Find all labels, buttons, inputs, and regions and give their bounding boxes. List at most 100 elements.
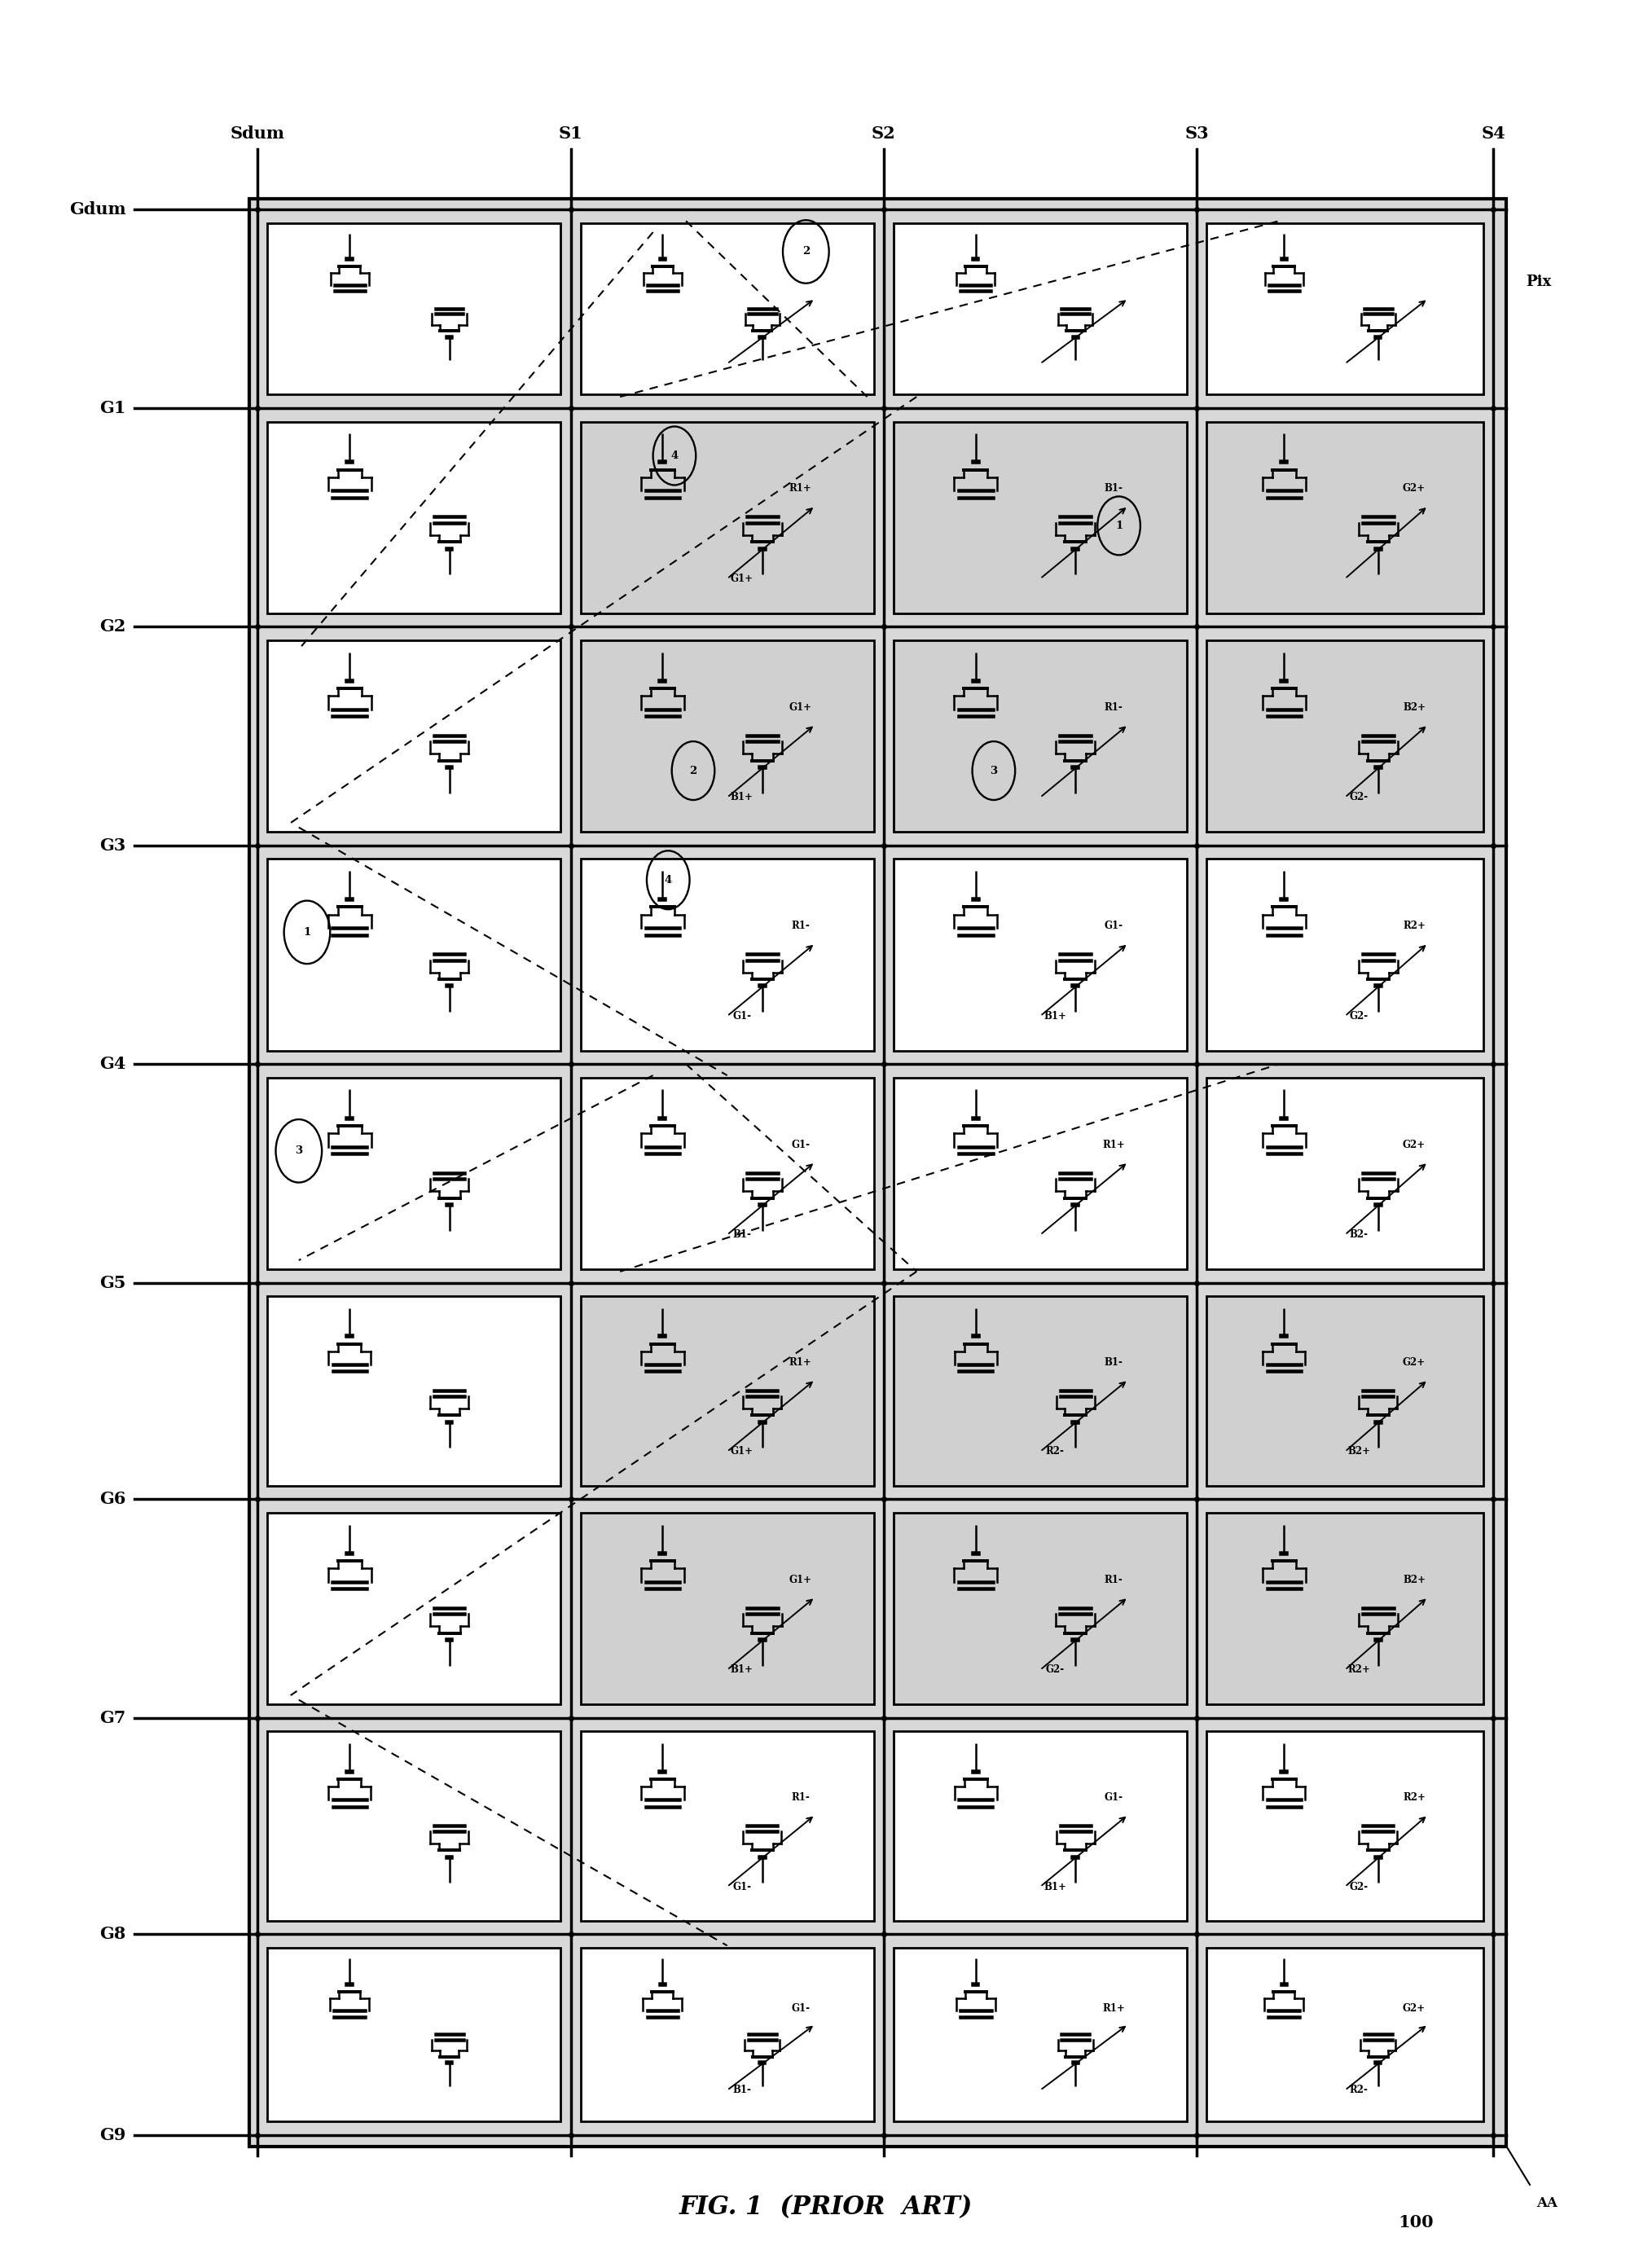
Bar — [1206, 1947, 1483, 2121]
Bar — [894, 224, 1186, 395]
Bar — [268, 224, 560, 395]
Bar — [894, 1947, 1186, 2121]
Bar — [268, 1947, 560, 2121]
Text: G2-: G2- — [1350, 793, 1368, 802]
Bar — [580, 1297, 874, 1486]
Bar — [894, 1297, 1186, 1486]
Text: B1-: B1- — [732, 1229, 752, 1240]
Text: R1-: R1- — [791, 1791, 809, 1803]
Bar — [580, 1514, 874, 1703]
Text: G1+: G1+ — [730, 574, 753, 585]
Bar — [894, 1730, 1186, 1920]
Text: G2+: G2+ — [1403, 483, 1426, 495]
Bar — [268, 1297, 560, 1486]
Bar — [894, 858, 1186, 1050]
Text: B2+: B2+ — [1403, 1575, 1426, 1586]
Text: R2+: R2+ — [1403, 922, 1426, 931]
Bar — [268, 639, 560, 831]
Text: R1+: R1+ — [790, 483, 811, 495]
Text: R2+: R2+ — [1403, 1791, 1426, 1803]
Bar — [894, 639, 1186, 831]
Bar — [1206, 639, 1483, 831]
Text: S4: S4 — [1482, 127, 1505, 142]
Text: R2-: R2- — [1350, 2085, 1368, 2096]
Text: B2+: B2+ — [1403, 703, 1426, 712]
Text: S2: S2 — [872, 127, 895, 142]
Text: G9: G9 — [99, 2128, 126, 2144]
Bar — [249, 199, 1507, 2146]
Text: G2: G2 — [99, 619, 126, 635]
Text: 1: 1 — [1115, 520, 1123, 531]
Text: B1-: B1- — [1104, 483, 1123, 495]
Text: B1+: B1+ — [1044, 1010, 1066, 1021]
Bar — [894, 1078, 1186, 1270]
Text: G2-: G2- — [1350, 1882, 1368, 1893]
Text: R2-: R2- — [1046, 1446, 1064, 1457]
Text: 4: 4 — [664, 874, 672, 886]
Text: R1-: R1- — [791, 922, 809, 931]
Text: Sdum: Sdum — [230, 127, 284, 142]
Text: B1+: B1+ — [730, 793, 753, 802]
Text: R1+: R1+ — [790, 1358, 811, 1369]
Text: 2: 2 — [803, 246, 809, 258]
Text: 3: 3 — [990, 766, 998, 777]
Text: B1+: B1+ — [1044, 1882, 1066, 1893]
Bar — [1206, 1730, 1483, 1920]
Bar — [268, 1730, 560, 1920]
Bar — [580, 1730, 874, 1920]
Bar — [1206, 1297, 1483, 1486]
Text: B1-: B1- — [732, 2085, 752, 2096]
Bar — [268, 1078, 560, 1270]
Text: S3: S3 — [1184, 127, 1209, 142]
Text: G1+: G1+ — [790, 1575, 811, 1586]
Text: 2: 2 — [689, 766, 697, 777]
Bar — [580, 224, 874, 395]
Text: G2-: G2- — [1350, 1010, 1368, 1021]
Bar — [1206, 422, 1483, 612]
Text: G2-: G2- — [1046, 1665, 1064, 1676]
Text: G3: G3 — [99, 838, 126, 854]
Text: B1-: B1- — [1104, 1358, 1123, 1369]
Text: G1-: G1- — [732, 1010, 752, 1021]
Bar — [894, 1514, 1186, 1703]
Text: G2+: G2+ — [1403, 2004, 1426, 2015]
Text: B2-: B2- — [1350, 1229, 1368, 1240]
Text: B1+: B1+ — [730, 1665, 753, 1676]
Text: G1-: G1- — [791, 1139, 809, 1150]
Text: B2+: B2+ — [1348, 1446, 1370, 1457]
Bar — [894, 422, 1186, 612]
Bar — [1206, 224, 1483, 395]
Text: Gdum: Gdum — [69, 201, 126, 217]
Bar — [580, 1947, 874, 2121]
Bar — [1206, 1078, 1483, 1270]
Text: G7: G7 — [99, 1710, 126, 1726]
Text: G1+: G1+ — [790, 703, 811, 712]
Text: G5: G5 — [99, 1274, 126, 1290]
Text: FIG. 1  (PRIOR  ART): FIG. 1 (PRIOR ART) — [679, 2193, 973, 2221]
Text: R1-: R1- — [1104, 1575, 1123, 1586]
Text: R1+: R1+ — [1102, 2004, 1125, 2015]
Bar — [580, 639, 874, 831]
Bar — [268, 1514, 560, 1703]
Text: G1: G1 — [99, 400, 126, 416]
Text: G4: G4 — [99, 1055, 126, 1073]
Text: 1: 1 — [304, 926, 311, 937]
Text: G2+: G2+ — [1403, 1139, 1426, 1150]
Text: G8: G8 — [99, 1927, 126, 1943]
Bar — [580, 1078, 874, 1270]
Bar — [580, 422, 874, 612]
Text: G1+: G1+ — [730, 1446, 753, 1457]
Text: G1-: G1- — [732, 1882, 752, 1893]
Bar — [1206, 1514, 1483, 1703]
Text: G6: G6 — [99, 1491, 126, 1507]
Bar — [268, 422, 560, 612]
Text: S1: S1 — [558, 127, 583, 142]
Bar — [1206, 858, 1483, 1050]
Bar — [268, 858, 560, 1050]
Text: R1+: R1+ — [1102, 1139, 1125, 1150]
Bar — [580, 858, 874, 1050]
Text: G1-: G1- — [791, 2004, 809, 2015]
Text: 3: 3 — [296, 1145, 302, 1157]
Text: 100: 100 — [1398, 2214, 1434, 2230]
Text: AA: AA — [1536, 2196, 1558, 2209]
